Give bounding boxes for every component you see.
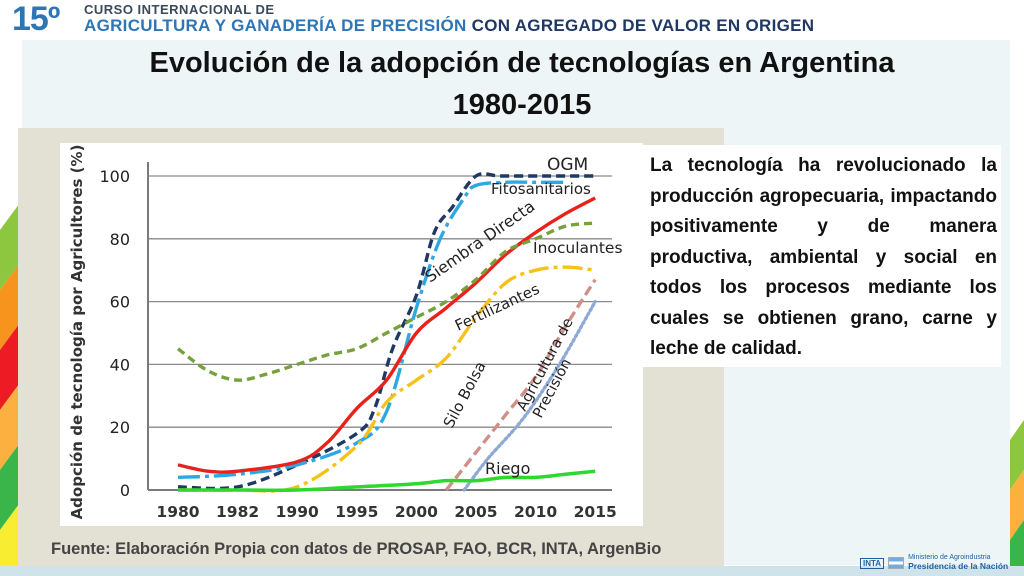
series-line-agricultura-de-precision <box>462 299 597 492</box>
series-label-silo-bolsa: Silo Bolsa <box>440 358 490 430</box>
course-header-line2: AGRICULTURA Y GANADERÍA DE PRECISIÓN CON… <box>84 16 814 36</box>
x-tick-label-2010: 2010 <box>514 503 557 521</box>
left-decoration <box>0 200 22 576</box>
course-header-line2-a: AGRICULTURA Y GANADERÍA DE PRECISIÓN <box>84 16 467 35</box>
y-tick-label-20: 20 <box>110 418 130 437</box>
course-header-line1: CURSO INTERNACIONAL DE <box>84 2 275 17</box>
ministry-logo: Ministerio de Agroindustria Presidencia d… <box>908 554 1008 572</box>
footer-logos: INTA Ministerio de Agroindustria Presiden… <box>860 553 1008 573</box>
right-decoration <box>1010 420 1024 576</box>
series-label-fitosanitarios: Fitosanitarios <box>491 180 591 198</box>
description-box: La tecnología ha revolucionado la produc… <box>643 145 1001 367</box>
series-label-ogm: OGM <box>547 155 588 175</box>
chart-source: Fuente: Elaboración Propia con datos de … <box>51 540 662 558</box>
y-tick-label-40: 40 <box>110 355 130 374</box>
series-line-inoculantes <box>176 221 596 382</box>
y-tick-label-60: 60 <box>110 293 130 312</box>
chart-panel <box>60 143 643 526</box>
x-tick-label-1980: 1980 <box>156 503 199 521</box>
series-line-fitosanitarios <box>177 180 566 480</box>
y-tick-label-80: 80 <box>110 230 130 249</box>
description-text: La tecnología ha revolucionado la produc… <box>650 155 997 359</box>
x-tick-label-1982: 1982 <box>216 503 259 521</box>
x-tick-label-1995: 1995 <box>335 503 378 521</box>
series-label-riego: Riego <box>485 459 530 478</box>
series-label-inoculantes: Inoculantes <box>533 239 623 257</box>
slide-title-line2: 1980-2015 <box>452 89 592 121</box>
slide-title-line1: Evolución de la adopción de tecnologías … <box>149 47 895 79</box>
series-line-riego <box>178 469 596 492</box>
y-tick-label-100: 100 <box>99 167 130 186</box>
course-header: 15º CURSO INTERNACIONAL DE AGRICULTURA Y… <box>0 0 1024 40</box>
series-line-siembra-directa <box>177 196 596 474</box>
series-line-fertilizantes <box>177 265 596 493</box>
course-header-line2-b: CON AGREGADO DE VALOR EN ORIGEN <box>466 16 815 35</box>
argentina-flag-icon <box>888 557 905 569</box>
x-tick-label-1990: 1990 <box>276 503 319 521</box>
y-axis-label: Adopción de tecnología por Agricultores … <box>68 145 86 520</box>
course-number: 15º <box>12 0 60 38</box>
ministry-line2: Presidencia de la Nación <box>908 561 1009 571</box>
ministry-line1: Ministerio de Agroindustria <box>908 554 991 561</box>
x-tick-label-2000: 2000 <box>395 503 438 521</box>
slide-title: Evolución de la adopción de tecnologías … <box>22 42 1022 126</box>
y-tick-label-0: 0 <box>120 481 130 500</box>
x-tick-label-2015: 2015 <box>574 503 617 521</box>
inta-logo: INTA <box>860 557 885 569</box>
x-tick-label-2005: 2005 <box>454 503 497 521</box>
footer-bar <box>0 566 1024 576</box>
